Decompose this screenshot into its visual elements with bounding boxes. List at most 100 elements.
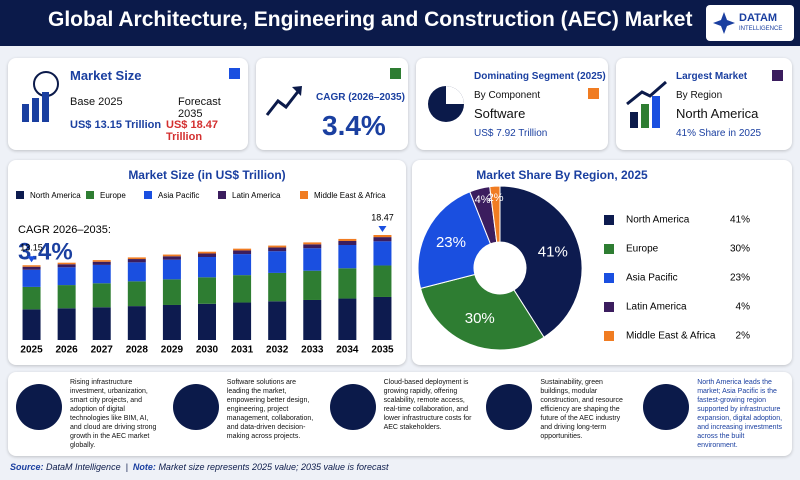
logo-sub: INTELLIGENCE bbox=[739, 26, 783, 32]
bar-segment bbox=[233, 248, 252, 251]
icon bbox=[428, 86, 464, 122]
x-tick-label: 2028 bbox=[126, 345, 149, 356]
marker bbox=[588, 88, 599, 99]
kpi-title: CAGR (2026–2035) bbox=[316, 92, 405, 103]
insight-icon bbox=[486, 384, 533, 430]
insight-icon bbox=[16, 384, 62, 430]
legend-label: Latin America bbox=[232, 191, 281, 200]
marker bbox=[390, 68, 401, 79]
legend-label: Latin America bbox=[626, 302, 687, 313]
annotation-value: 3.4% bbox=[18, 238, 73, 265]
kpi-subtitle: By Component bbox=[474, 90, 541, 101]
bar-segment bbox=[57, 267, 76, 286]
legend-swatch bbox=[604, 331, 614, 341]
bar-segment bbox=[127, 306, 146, 340]
bar-segment bbox=[92, 261, 111, 265]
legend-swatch bbox=[218, 191, 226, 199]
x-tick-label: 2025 bbox=[20, 345, 43, 356]
bar-segment bbox=[268, 245, 287, 248]
source-label: Source: bbox=[10, 462, 44, 472]
x-tick-label: 2030 bbox=[196, 345, 219, 356]
bar-segment bbox=[22, 286, 41, 310]
legend-swatch bbox=[604, 273, 614, 283]
bar-segment bbox=[162, 256, 181, 260]
note-label: Note: bbox=[132, 462, 156, 472]
marker bbox=[772, 70, 783, 81]
total-marker bbox=[378, 226, 387, 232]
insight-text: Sustainability, green buildings, modular… bbox=[540, 379, 623, 440]
bar-segment bbox=[233, 250, 252, 255]
note: Market size represents 2025 value; 2035 … bbox=[158, 462, 389, 472]
page-title: Global Architecture, Engineering and Con… bbox=[48, 8, 693, 31]
bar-chart: Market Size (in US$ Trillion) North Ameri… bbox=[16, 168, 394, 356]
bar-segment bbox=[198, 257, 216, 278]
legend-value: 23% bbox=[730, 273, 750, 284]
slice-label: 41% bbox=[538, 244, 568, 261]
kpi-detail: 41% Share in 2025 bbox=[676, 128, 762, 139]
bar-segment bbox=[92, 260, 111, 262]
x-tick-label: 2029 bbox=[161, 345, 184, 356]
source: DataM Intelligence bbox=[46, 462, 121, 472]
insight-icon bbox=[329, 384, 376, 430]
kpi-value: US$ 13.15 Trillion bbox=[70, 119, 162, 131]
bar-segment bbox=[338, 268, 357, 299]
total-label: 13.15 bbox=[20, 243, 43, 253]
bar-segment bbox=[162, 254, 181, 257]
bar-segment bbox=[303, 270, 322, 300]
bar-segment bbox=[162, 279, 181, 305]
bar-segment bbox=[338, 240, 357, 246]
x-tick-label: 2035 bbox=[371, 345, 394, 356]
legend-label: Europe bbox=[100, 191, 126, 200]
chart-title: Market Size (in US$ Trillion) bbox=[128, 168, 285, 182]
bar-segment bbox=[162, 304, 181, 340]
bar-segment bbox=[127, 259, 146, 263]
kpi-value: 3.4% bbox=[322, 110, 386, 141]
bar-segment bbox=[92, 307, 111, 340]
icon bbox=[265, 86, 302, 116]
x-tick-label: 2032 bbox=[266, 345, 289, 356]
bar-segment bbox=[373, 237, 392, 242]
bar-segment bbox=[22, 265, 41, 267]
bar-segment bbox=[233, 275, 252, 303]
chart-title: Market Share By Region, 2025 bbox=[476, 168, 648, 182]
x-tick-label: 2031 bbox=[231, 345, 254, 356]
bar-segment bbox=[373, 265, 392, 297]
slice-label: 30% bbox=[465, 310, 495, 327]
icon bbox=[626, 80, 667, 128]
kpi-label: Forecast 2035 bbox=[178, 96, 221, 120]
bar-segment bbox=[338, 298, 357, 340]
bar-segment bbox=[268, 251, 287, 273]
bar-segment bbox=[22, 266, 41, 270]
bar-segment bbox=[57, 262, 76, 265]
bar-segment bbox=[57, 285, 76, 309]
bar-segment bbox=[22, 269, 41, 287]
bar-segment bbox=[198, 251, 216, 254]
legend-value: 4% bbox=[736, 302, 751, 313]
bar-segment bbox=[373, 235, 392, 238]
bar-segment bbox=[198, 253, 216, 258]
kpi-value: North America bbox=[676, 106, 759, 121]
bar-segment bbox=[92, 264, 111, 284]
kpi-card: Dominating Segment (2025) By Component S… bbox=[416, 58, 608, 150]
legend-label: Europe bbox=[626, 244, 659, 255]
icon bbox=[22, 71, 59, 122]
chart-panel: Market Share By Region, 2025 41% North Ame… bbox=[412, 160, 792, 365]
total-marker bbox=[27, 256, 36, 263]
bar-segment bbox=[198, 277, 216, 304]
kpi-value: Software bbox=[474, 106, 526, 121]
bar-segment bbox=[162, 259, 181, 280]
donut-slice bbox=[489, 185, 501, 243]
insight-text: Rising infrastructure investment, urbani… bbox=[70, 379, 157, 449]
legend-swatch bbox=[16, 191, 24, 199]
donut-slice bbox=[417, 191, 492, 290]
legend-label: Middle East & Africa bbox=[314, 191, 386, 200]
footer: Source: DataM Intelligence | Note: Marke… bbox=[10, 462, 389, 472]
legend-value: 2% bbox=[736, 331, 751, 342]
kpi-title: Largest Market bbox=[676, 71, 748, 82]
kpi-card: Market Size Base 2025 Forecast 2035 US$ … bbox=[8, 58, 248, 150]
bar-segment bbox=[127, 257, 146, 260]
bar-segment bbox=[373, 296, 392, 340]
bar-segment bbox=[92, 283, 111, 308]
bar-segment bbox=[22, 309, 41, 340]
